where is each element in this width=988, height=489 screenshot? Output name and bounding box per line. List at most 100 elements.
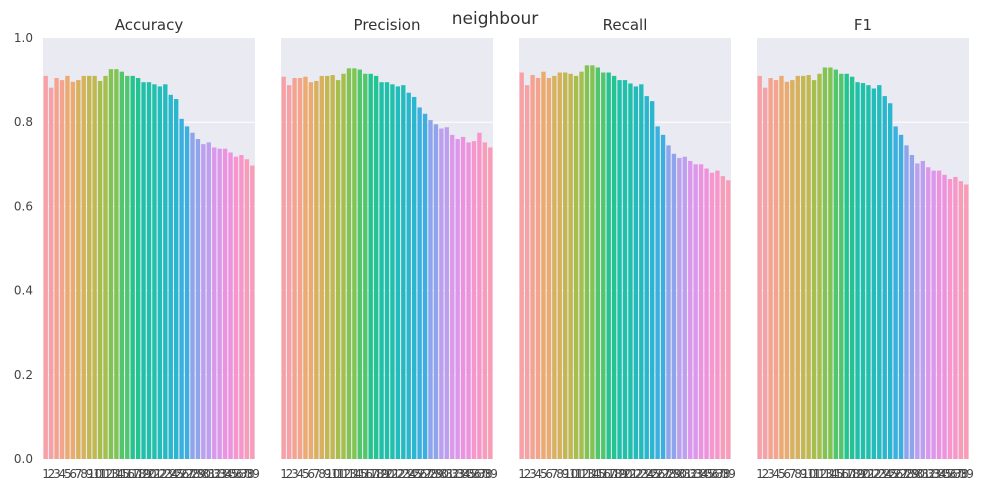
bar-3 — [530, 75, 535, 459]
x-tick-label: 32 — [445, 467, 459, 481]
bar-28 — [904, 145, 909, 460]
x-tick-label: 24 — [878, 467, 892, 481]
x-tick-label: 37 — [710, 467, 724, 481]
x-tick-label: 4 — [535, 467, 542, 481]
x-tick-label: 24 — [164, 467, 178, 481]
bar-18 — [611, 75, 617, 459]
x-tick-label: 33 — [451, 467, 465, 481]
x-tick-label: 14 — [823, 467, 837, 481]
subplot-title: Accuracy — [115, 16, 184, 34]
x-tick-label: 12 — [812, 467, 826, 481]
x-tick-label: 7 — [789, 467, 796, 481]
x-tick-label: 4 — [59, 467, 66, 481]
bar-34 — [460, 136, 466, 459]
bar-31 — [682, 156, 687, 460]
x-tick-label: 23 — [396, 467, 410, 481]
bar-26 — [417, 107, 422, 459]
bar-20 — [622, 80, 628, 459]
x-tick-label: 2 — [762, 467, 769, 481]
bar-15 — [595, 67, 600, 459]
x-tick-label: 35 — [223, 467, 237, 481]
bar-5 — [541, 71, 546, 460]
bar-9 — [87, 75, 92, 459]
x-tick-label: 31 — [678, 467, 692, 481]
x-tick-label: 27 — [656, 467, 670, 481]
bar-10 — [568, 73, 573, 459]
bar-11 — [97, 80, 103, 459]
bar-5 — [779, 75, 784, 459]
subplot-grid: 0.00.20.40.60.81.01234567891011121314151… — [14, 16, 974, 481]
x-tick-label: 18 — [607, 467, 621, 481]
x-tick-label: 28 — [899, 467, 913, 481]
x-tick-label: 1 — [518, 467, 525, 481]
bar-7 — [76, 80, 81, 459]
x-tick-label: 16 — [596, 467, 610, 481]
x-tick-label: 3 — [529, 467, 536, 481]
bar-25 — [174, 99, 179, 460]
x-tick-label: 21 — [861, 467, 875, 481]
x-tick-label: 17 — [126, 467, 140, 481]
bar-33 — [693, 164, 698, 460]
x-tick-label: 7 — [313, 467, 320, 481]
bar-17 — [130, 75, 135, 459]
x-tick-label: 9 — [324, 467, 331, 481]
bar-12 — [341, 73, 346, 459]
x-tick-label: 12 — [574, 467, 588, 481]
x-tick-label: 1 — [756, 467, 763, 481]
x-tick-label: 18 — [131, 467, 145, 481]
x-tick-label: 20 — [142, 467, 156, 481]
x-tick-label: 11 — [331, 467, 345, 481]
bar-17 — [844, 73, 849, 459]
bar-18 — [135, 77, 141, 460]
bar-30 — [915, 163, 920, 459]
x-tick-label: 38 — [716, 467, 730, 481]
bar-10 — [330, 75, 335, 459]
x-tick-label: 16 — [358, 467, 372, 481]
x-tick-label: 1 — [280, 467, 287, 481]
bar-2 — [286, 85, 292, 459]
bar-19 — [617, 80, 622, 459]
x-tick-label: 24 — [640, 467, 654, 481]
x-tick-label: 19 — [613, 467, 627, 481]
x-tick-label: 16 — [834, 467, 848, 481]
bar-24 — [168, 94, 173, 460]
x-tick-label: 2 — [524, 467, 531, 481]
x-tick-label: 12 — [336, 467, 350, 481]
x-tick-label: 10 — [564, 467, 578, 481]
x-tick-label: 21 — [623, 467, 637, 481]
x-tick-label: 32 — [921, 467, 935, 481]
x-tick-label: 32 — [207, 467, 221, 481]
bar-14 — [114, 69, 119, 460]
x-tick-label: 31 — [916, 467, 930, 481]
x-tick-label: 24 — [402, 467, 416, 481]
x-tick-label: 34 — [932, 467, 946, 481]
x-tick-label: 39 — [721, 467, 735, 481]
x-tick-label: 27 — [418, 467, 432, 481]
subplot-recall: 1234567891011121314151617181920212223242… — [518, 16, 736, 481]
x-tick-label: 28 — [185, 467, 199, 481]
figure-title: neighbour — [452, 9, 538, 29]
subplot-precision: 1234567891011121314151617181920212223242… — [280, 16, 498, 481]
x-tick-label: 26 — [651, 467, 665, 481]
bar-34 — [936, 170, 942, 460]
x-tick-label: 7 — [551, 467, 558, 481]
bar-23 — [639, 84, 644, 459]
x-tick-label: 15 — [115, 467, 129, 481]
x-tick-label: 3 — [291, 467, 298, 481]
x-tick-label: 29 — [429, 467, 443, 481]
bar-9 — [563, 72, 568, 459]
x-tick-label: 5 — [64, 467, 71, 481]
bar-16 — [363, 73, 368, 459]
x-tick-label: 22 — [629, 467, 643, 481]
bar-7 — [552, 75, 557, 459]
bar-11 — [811, 80, 817, 459]
x-tick-label: 19 — [375, 467, 389, 481]
bar-31 — [444, 127, 449, 459]
bar-38 — [720, 176, 726, 459]
x-tick-label: 8 — [794, 467, 801, 481]
bar-6 — [546, 77, 552, 460]
x-tick-label: 30 — [434, 467, 448, 481]
bar-22 — [395, 86, 401, 459]
x-tick-label: 36 — [467, 467, 481, 481]
